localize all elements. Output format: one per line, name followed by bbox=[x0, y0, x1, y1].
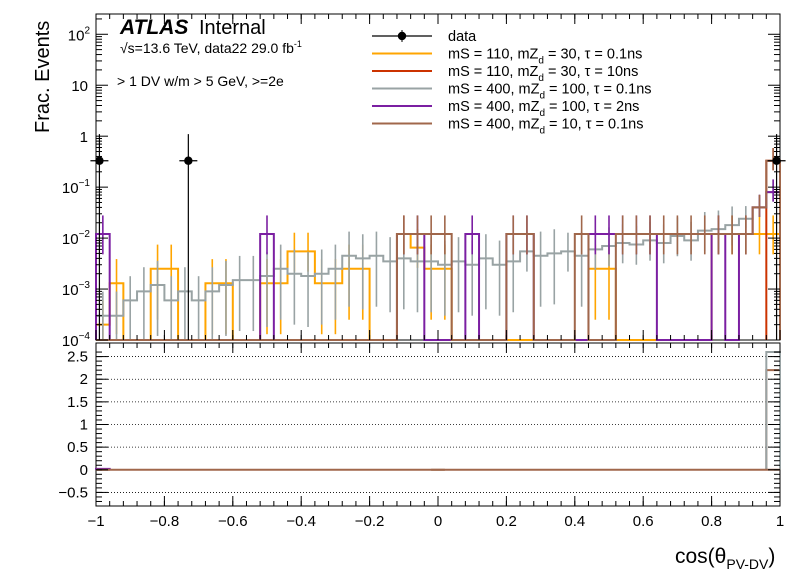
energy-lumi-label: √s=13.6 TeV, data22 29.0 fb-1 bbox=[120, 39, 302, 56]
x-tick-label: −0.4 bbox=[286, 513, 316, 530]
legend-marker bbox=[397, 31, 407, 41]
x-tick-label: −1 bbox=[87, 513, 104, 530]
ratio-y-tick-label: 1 bbox=[80, 417, 88, 434]
ratio-y-tick-label: 2 bbox=[80, 371, 88, 388]
y-tick-label: 10−2 bbox=[62, 229, 91, 248]
legend-label: mS = 400, mZd = 100, τ = 0.1ns bbox=[448, 82, 652, 102]
x-tick-label: 0.4 bbox=[564, 513, 585, 530]
legend-label: data bbox=[448, 29, 477, 45]
y-tick-label: 102 bbox=[68, 25, 91, 44]
y-tick-label: 10−4 bbox=[62, 331, 91, 350]
x-axis-label: cos(θPV-DV) bbox=[675, 545, 775, 572]
ratio-gridlines bbox=[96, 356, 780, 493]
y-tick-label: 10−3 bbox=[62, 280, 91, 299]
legend-entry-s400_100_01: mS = 400, mZd = 100, τ = 0.1ns bbox=[372, 82, 652, 102]
legend-label: mS = 110, mZd = 30, τ = 0.1ns bbox=[448, 47, 642, 67]
ratio-histograms bbox=[95, 351, 781, 471]
ratio-y-tick-label: 1.5 bbox=[67, 394, 88, 411]
legend-entry-s110_30_10: mS = 110, mZd = 30, τ = 10ns bbox=[372, 64, 638, 84]
data-point bbox=[772, 156, 781, 165]
ratio-y-tick-label: 0.5 bbox=[67, 439, 88, 456]
legend-label: mS = 110, mZd = 30, τ = 10ns bbox=[448, 64, 638, 84]
y-tick-label: 10−1 bbox=[62, 178, 91, 197]
legend-entry-s110_30_01: mS = 110, mZd = 30, τ = 0.1ns bbox=[372, 47, 642, 67]
x-tick-label: 0.6 bbox=[633, 513, 654, 530]
x-tick-label: 0.2 bbox=[496, 513, 517, 530]
x-tick-label: −0.2 bbox=[355, 513, 385, 530]
x-tick-label: −0.6 bbox=[218, 513, 248, 530]
x-tick-label: −0.8 bbox=[150, 513, 180, 530]
legend-label: mS = 400, mZd = 100, τ = 2ns bbox=[448, 99, 639, 119]
selection-label: > 1 DV w/m > 5 GeV, >=2e bbox=[117, 73, 284, 89]
data-point bbox=[184, 156, 193, 165]
ratio-y-tick-label: −0.5 bbox=[58, 484, 88, 501]
x-tick-label: 0 bbox=[434, 513, 442, 530]
data-point bbox=[95, 156, 104, 165]
legend-entry-s400_100_2: mS = 400, mZd = 100, τ = 2ns bbox=[372, 99, 639, 119]
legend-entry-s400_10_01: mS = 400, mZd = 10, τ = 0.1ns bbox=[372, 117, 643, 137]
main-histograms bbox=[95, 148, 781, 341]
atlas-status-label: Internal bbox=[199, 17, 266, 39]
y-axis-label: Frac. Events bbox=[32, 21, 54, 133]
ratio-y-tick-label: 0 bbox=[80, 462, 88, 479]
x-tick-label: 1 bbox=[776, 513, 784, 530]
y-tick-label: 1 bbox=[80, 129, 88, 146]
legend-entry-data: data bbox=[372, 29, 477, 45]
data-points bbox=[90, 134, 786, 340]
y-tick-label: 10 bbox=[71, 78, 88, 95]
atlas-label: ATLAS bbox=[119, 16, 188, 39]
ratio-y-tick-label: 2.5 bbox=[67, 349, 88, 366]
legend-label: mS = 400, mZd = 10, τ = 0.1ns bbox=[448, 117, 643, 137]
x-tick-label: 0.8 bbox=[701, 513, 722, 530]
